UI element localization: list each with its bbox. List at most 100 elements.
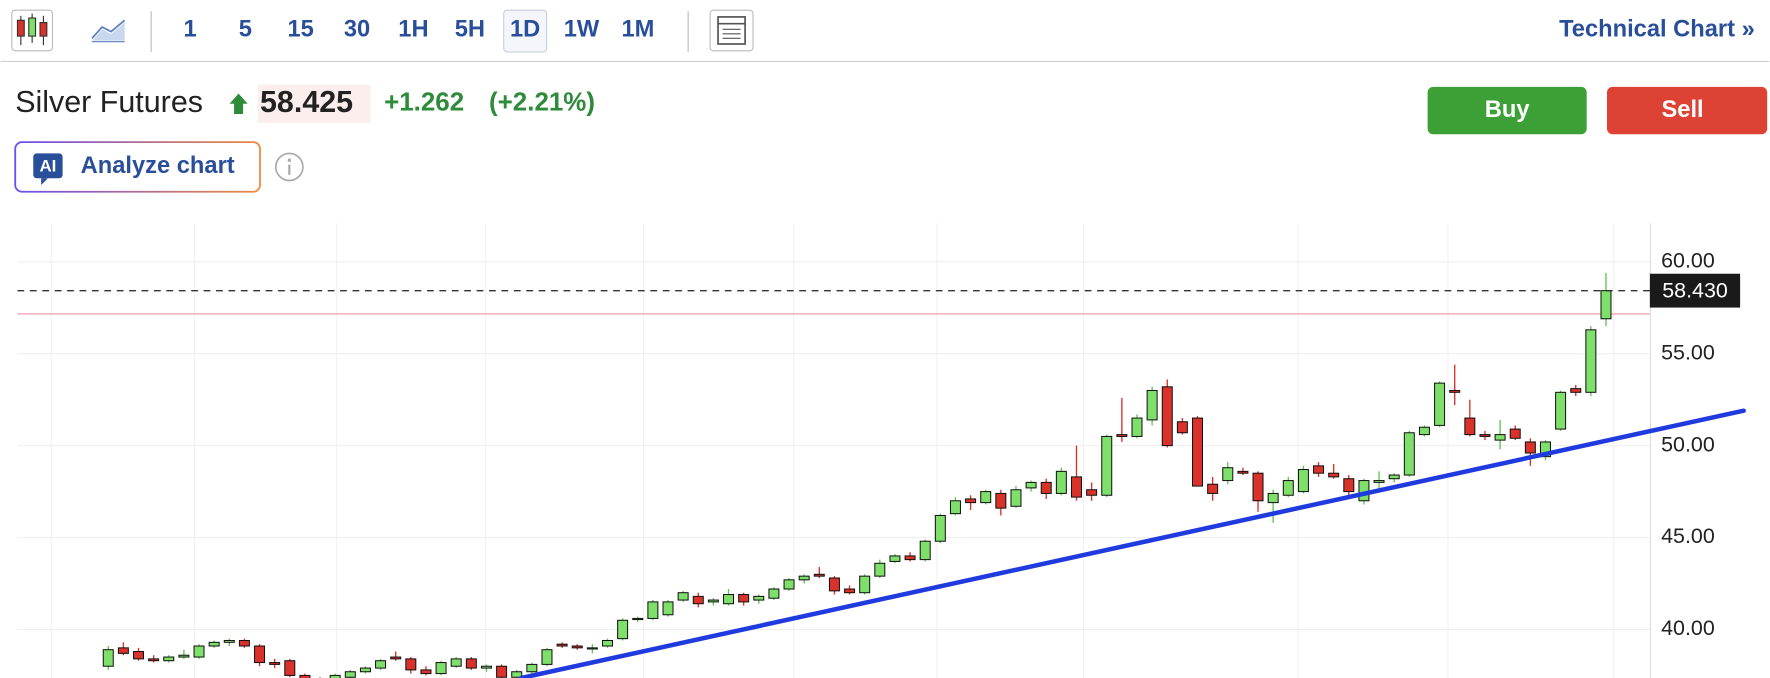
- candle-body: [1267, 492, 1279, 504]
- candle-body: [1494, 434, 1506, 441]
- candle-body: [344, 671, 356, 678]
- buy-label: Buy: [1485, 97, 1531, 123]
- instrument-name: Silver Futures: [15, 85, 203, 119]
- candle-body: [1555, 391, 1567, 430]
- candle-body: [677, 592, 689, 601]
- candle-body: [874, 562, 886, 577]
- interval-button[interactable]: 30: [344, 17, 370, 43]
- candle-body: [601, 639, 613, 647]
- candle-body: [329, 674, 341, 678]
- candle-body: [269, 662, 281, 665]
- interval-button[interactable]: 1: [183, 17, 196, 43]
- candle-body: [254, 645, 266, 664]
- candle-body: [844, 588, 856, 594]
- candle-body: [768, 588, 780, 599]
- candle-body: [1570, 388, 1582, 393]
- candle-body: [1282, 480, 1294, 496]
- candle-body: [163, 656, 175, 662]
- last-price-label: 58.430: [1662, 278, 1728, 302]
- candle-body: [1146, 389, 1158, 421]
- candle-body: [919, 540, 931, 561]
- candle-body: [1479, 434, 1491, 437]
- candle-body: [1434, 382, 1446, 426]
- candle-body: [1328, 472, 1340, 478]
- candle-body: [193, 645, 205, 658]
- candle-body: [359, 667, 371, 673]
- candle-body: [949, 500, 961, 515]
- candle-body: [450, 658, 462, 667]
- area-icon[interactable]: [91, 19, 126, 43]
- candle-body: [1388, 474, 1400, 480]
- candle-body: [1464, 417, 1476, 436]
- interval-button[interactable]: 1D: [510, 17, 540, 43]
- candle-body: [375, 660, 387, 669]
- candle-body: [1192, 417, 1204, 487]
- technical-chart-link[interactable]: Technical Chart »: [1559, 17, 1755, 43]
- change-percent: (+2.21%): [489, 89, 595, 117]
- candle-body: [102, 649, 114, 667]
- candle-body: [1025, 481, 1037, 489]
- candle-body: [798, 575, 810, 581]
- candle-body: [390, 656, 402, 660]
- candle-body: [1161, 386, 1173, 447]
- layout-icon[interactable]: [709, 9, 754, 52]
- candle-body: [1237, 470, 1249, 474]
- trendline: [519, 408, 1746, 678]
- candle-body: [1373, 480, 1385, 483]
- sell-button[interactable]: Sell: [1606, 86, 1768, 135]
- candle-body: [1070, 476, 1082, 498]
- candle-body: [1585, 329, 1597, 393]
- candle-body: [1010, 489, 1022, 507]
- candle-body: [117, 647, 129, 654]
- candle-body: [723, 594, 735, 605]
- candle-body: [1509, 428, 1521, 439]
- candle-body: [1418, 426, 1430, 436]
- candle-body: [405, 658, 417, 671]
- interval-button[interactable]: 5: [239, 17, 252, 43]
- candle-body: [1343, 478, 1355, 493]
- candle-body: [223, 639, 235, 643]
- candle-icon[interactable]: [11, 9, 54, 52]
- y-tick-label: 50.00: [1661, 432, 1715, 456]
- candle-body: [178, 654, 190, 658]
- candle-body: [465, 658, 477, 669]
- interval-button[interactable]: 1W: [564, 17, 600, 43]
- sell-label: Sell: [1662, 97, 1704, 123]
- y-tick-label: 60.00: [1661, 248, 1715, 272]
- y-tick-label: 55.00: [1661, 340, 1715, 364]
- analyze-label: Analyze chart: [81, 153, 235, 179]
- interval-button[interactable]: 1M: [621, 17, 654, 43]
- interval-button[interactable]: 1H: [398, 17, 428, 43]
- candle-body: [753, 595, 765, 601]
- candle-body: [859, 575, 871, 594]
- candle-body: [738, 594, 750, 603]
- candle-body: [889, 555, 901, 562]
- candle-body: [1086, 489, 1098, 496]
- candle-body: [1539, 441, 1551, 458]
- info-icon[interactable]: [274, 152, 304, 182]
- candle-body: [148, 658, 160, 662]
- last-price-box: [1649, 273, 1741, 308]
- ai-badge: AI: [39, 156, 56, 175]
- up-arrow: [229, 93, 248, 114]
- candle-body: [1116, 434, 1128, 437]
- candle-body: [571, 645, 583, 649]
- analyze-button[interactable]: AI Analyze chart: [14, 141, 261, 193]
- interval-button[interactable]: 5H: [455, 17, 485, 43]
- candle-body: [133, 651, 145, 660]
- candle-body: [813, 573, 825, 577]
- candle-body: [1449, 389, 1461, 393]
- candle-body: [1297, 469, 1309, 493]
- plot-area: [17, 272, 1650, 678]
- trendline-clip: [519, 408, 1746, 678]
- time-grid: [50, 223, 1615, 678]
- candle-body: [828, 577, 840, 592]
- buy-button[interactable]: Buy: [1427, 86, 1587, 135]
- candle-body: [526, 663, 538, 673]
- candle-body: [420, 669, 432, 675]
- candle-body: [1222, 467, 1234, 482]
- interval-button[interactable]: 15: [287, 17, 313, 43]
- candle-body: [1131, 417, 1143, 437]
